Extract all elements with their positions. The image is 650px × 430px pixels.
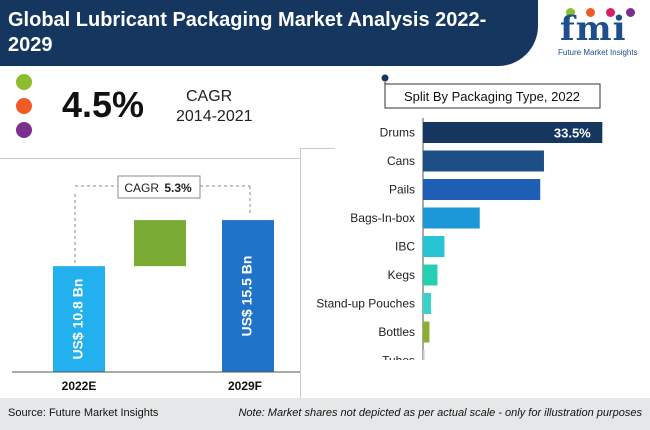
category-label: Tubes [382, 354, 415, 361]
chart-title: Split By Packaging Type, 2022 [404, 89, 580, 104]
category-label: 2029F [228, 379, 262, 393]
cagr-years: 2014-2021 [176, 108, 253, 125]
logo-subtitle: Future Market Insights [558, 48, 638, 57]
bar-kegs [423, 264, 438, 286]
disclaimer-note: Note: Market shares not depicted as per … [238, 407, 642, 419]
increment-bar [134, 220, 186, 267]
cagr-box [117, 175, 201, 199]
bar-value-label: US$ 15.5 Bn [239, 256, 255, 337]
bar-ibc [423, 236, 445, 257]
bar-2029f [222, 220, 274, 372]
category-label: Cans [387, 154, 415, 168]
bar-tubes [423, 350, 425, 360]
category-label: 2022E [62, 379, 97, 393]
green-dot-icon [16, 74, 32, 90]
category-label: Bags-In-box [350, 211, 415, 225]
bar-drums [423, 122, 603, 143]
bar-value-label: US$ 10.8 Bn [70, 279, 86, 360]
chart-title-box [384, 83, 601, 109]
bar-bottles [423, 321, 430, 343]
fmi-logo: fmi Future Market Insights [552, 4, 648, 62]
bar-stand-up-pouches [423, 293, 432, 314]
source-note: Source: Future Market Insights [8, 407, 159, 419]
cagr-badge: CAGR 5.3% [124, 181, 192, 195]
divider [300, 148, 335, 149]
logo-mark: fmi [560, 9, 627, 49]
logo-dot-icon [626, 8, 635, 17]
market-value-chart: CAGR 5.3% US$ 10.8 Bn US$ 15.5 Bn 2022E … [12, 175, 300, 393]
header-banner: Global Lubricant Packaging Market Analys… [0, 0, 538, 66]
cagr-badge-value: 5.3% [164, 181, 192, 195]
divider [300, 148, 301, 398]
category-label: Kegs [388, 268, 415, 282]
orange-dot-icon [16, 98, 32, 114]
data-label: 33.5% [554, 126, 591, 141]
packaging-type-chart: Split By Packaging Type, 2022 Drums 33.5%… [316, 74, 603, 361]
bar-bags-in-box [423, 207, 480, 229]
category-label: Drums [380, 126, 415, 140]
cagr-value: 4.5% [62, 84, 145, 125]
category-label: Stand-up Pouches [316, 297, 415, 311]
bar-2022e [53, 266, 105, 372]
page-title: Global Lubricant Packaging Market Analys… [8, 9, 487, 56]
purple-dot-icon [16, 122, 32, 138]
bar-pails [423, 179, 541, 200]
divider [0, 158, 300, 159]
category-label: Bottles [378, 325, 415, 339]
footer: Source: Future Market Insights Note: Mar… [0, 398, 650, 430]
logo-dot-icon [566, 8, 575, 17]
category-label: Pails [389, 183, 415, 197]
logo-dot-icon [606, 8, 615, 17]
category-label: IBC [395, 240, 415, 254]
bar-cans [423, 150, 544, 172]
bullet-icon [381, 74, 389, 82]
logo-dot-icon [586, 8, 595, 17]
cagr-badge-prefix: CAGR [124, 181, 159, 195]
cagr-label: CAGR [186, 88, 233, 105]
